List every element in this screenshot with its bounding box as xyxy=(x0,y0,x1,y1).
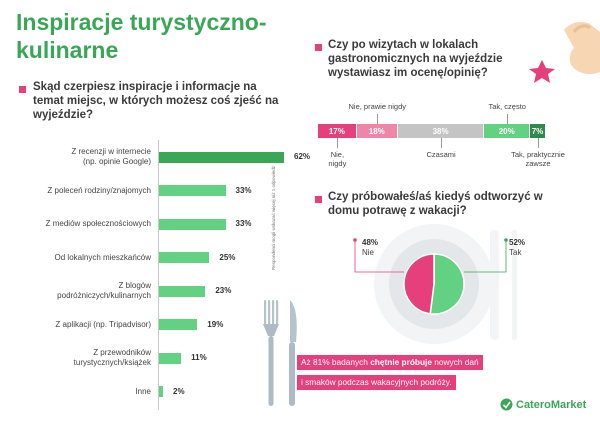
stacked-segment: 17% xyxy=(318,124,356,138)
bar-mark xyxy=(159,386,164,397)
brand-leaf-icon xyxy=(500,398,513,411)
bar-category-label: Z przewodników turystycznych/książek xyxy=(73,348,151,367)
footnote-line-2: i smaków podczas wakacyjnych podróży. xyxy=(297,375,456,390)
bar-value-label: 11% xyxy=(191,353,207,362)
side-note: Respondenci mogli wskazać więcej niż 1 o… xyxy=(271,165,276,270)
hand-icon xyxy=(564,22,600,74)
bar-mark xyxy=(159,185,226,196)
bar-mark xyxy=(159,252,210,263)
question-recreate: Czy próbowałeś/aś kiedyś odtworzyć w dom… xyxy=(328,191,543,217)
brand-logo: CateroMarket xyxy=(500,398,586,411)
page-title: Inspiracje turystyczno-kulinarne xyxy=(16,9,267,63)
star-icon xyxy=(529,60,555,83)
stacked-category-label: Czasami xyxy=(426,150,456,159)
fork-icon xyxy=(263,300,279,406)
pie-slice-nie xyxy=(403,253,435,315)
hand-star-illustration xyxy=(529,22,600,83)
sources-bar-chart: Z recenzji w internecie (np. opinie Googl… xyxy=(45,147,310,397)
stacked-connector xyxy=(507,114,509,124)
stacked-connector xyxy=(538,138,540,148)
stacked-segment: 38% xyxy=(397,124,484,138)
tak-connector xyxy=(464,240,507,273)
bar-category-label: Z mediów społecznościowych xyxy=(45,219,151,228)
question-reviews: Czy po wizytach w lokalach gastronomiczn… xyxy=(328,39,503,79)
stacked-category-label: Tak, praktycznie zawsze xyxy=(511,150,565,168)
bar-value-label: 25% xyxy=(219,252,236,262)
bar-category-label: Z poleceń rodziny/znajomych xyxy=(47,185,151,195)
pie-label-nie: 48% Nie xyxy=(362,238,378,258)
stacked-category-label: Nie, nigdy xyxy=(328,150,347,168)
bar-category-label: Z recenzji w internecie (np. opinie Googl… xyxy=(71,147,151,166)
stacked-category-label: Tak, często xyxy=(488,102,526,111)
bar-value-label: 33% xyxy=(235,219,252,228)
bar-value-label: 23% xyxy=(215,286,232,295)
pie-slice-tak xyxy=(429,253,465,315)
pie-category-nie: Nie xyxy=(362,248,375,257)
stacked-connector xyxy=(337,138,339,148)
stacked-category-label: Nie, prawie nigdy xyxy=(348,102,407,111)
bar-axis-line xyxy=(158,140,159,410)
bar-mark xyxy=(159,218,226,230)
knife-shadow-icon xyxy=(490,230,499,340)
footnote: Aż 81% badanych chętnie próbuje nowych d… xyxy=(297,352,529,392)
reviews-stacked-bar: 17% 18% 38% 20% 7% xyxy=(318,124,546,138)
question-marker xyxy=(19,86,26,93)
plate-pie-illustration xyxy=(353,224,517,344)
stacked-segment: 7% xyxy=(530,124,545,138)
question-marker xyxy=(315,196,322,203)
fork-shadow-icon xyxy=(512,230,517,340)
stacked-connector xyxy=(377,114,379,124)
knife-icon xyxy=(289,300,297,406)
bar-mark xyxy=(159,151,284,163)
question-marker xyxy=(315,44,322,51)
pie-value-tak: 52% xyxy=(509,238,526,247)
bar-category-label: Od lokalnych mieszkańców xyxy=(54,252,151,262)
bar-value-label: 33% xyxy=(235,185,252,195)
stacked-segment: 18% xyxy=(356,124,397,138)
bar-category-label: Z aplikacji (np. Tripadvisor) xyxy=(55,319,151,329)
bar-mark xyxy=(159,285,206,297)
bar-category-label: Inne xyxy=(135,386,151,396)
bar-value-label: 19% xyxy=(207,319,224,329)
brand-name: CateroMarket xyxy=(516,398,587,411)
pie-label-tak: 52% Tak xyxy=(509,238,525,258)
cutlery-illustration xyxy=(263,300,297,406)
bar-value-label: 2% xyxy=(173,386,185,396)
nie-connector xyxy=(354,240,404,273)
bar-category-label: Z blogów podróżniczych/kulinarnych xyxy=(57,281,151,300)
bar-mark xyxy=(159,319,198,330)
footnote-line-1: Aż 81% badanych chętnie próbuje nowych d… xyxy=(297,355,483,370)
bar-mark xyxy=(159,352,182,364)
stacked-connector xyxy=(441,138,443,148)
stacked-segment: 20% xyxy=(484,124,530,138)
pie-value-nie: 48% xyxy=(362,238,379,247)
question-sources: Skąd czerpiesz inspiracje i informacje n… xyxy=(33,81,279,121)
bar-value-label: 62% xyxy=(294,152,311,161)
pie-category-tak: Tak xyxy=(509,248,522,257)
